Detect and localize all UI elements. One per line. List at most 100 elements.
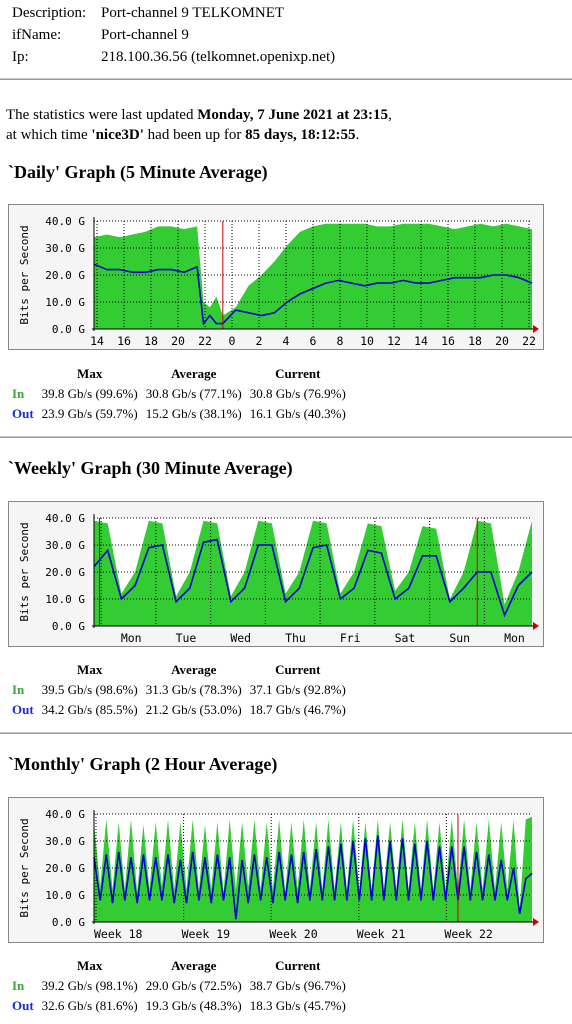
x-tick-label: 10 xyxy=(360,334,374,348)
description-row: Description: Port-channel 9 TELKOMNET xyxy=(12,2,335,24)
y-tick-label: 30.0 G xyxy=(45,242,85,255)
y-tick-label: 40.0 G xyxy=(45,808,85,821)
average-header: Average xyxy=(171,366,217,381)
weekly-stats-table: Max Average Current In 39.5 Gb/s (98.6%) 31.… xyxy=(8,660,350,720)
x-tick-label: 18 xyxy=(144,334,158,348)
in-row: In 39.5 Gb/s (98.6%) 31.3 Gb/s (78.3%) 37.1… xyxy=(8,680,350,700)
x-tick-label: Week 18 xyxy=(94,927,143,941)
y-tick-label: 10.0 G xyxy=(45,593,85,606)
x-tick-label: Wed xyxy=(230,631,251,645)
x-tick-label: Sat xyxy=(395,631,416,645)
current-out: 18.3 Gb/s (45.7%) xyxy=(249,998,346,1013)
ip-row: Ip: 218.100.36.56 (telkomnet.openixp.net) xyxy=(12,46,335,68)
x-tick-label: 20 xyxy=(495,334,509,348)
x-tick-label: 14 xyxy=(90,334,104,348)
x-tick-label: 16 xyxy=(441,334,455,348)
average-out: 19.3 Gb/s (48.3%) xyxy=(145,998,242,1013)
average-header: Average xyxy=(171,662,217,677)
x-tick-label: 2 xyxy=(256,334,263,348)
max-out: 34.2 Gb/s (85.5%) xyxy=(41,702,138,717)
x-tick-label: Mon xyxy=(121,631,142,645)
update-punct: , xyxy=(388,107,392,123)
x-tick-label: 16 xyxy=(117,334,131,348)
current-out: 18.7 Gb/s (46.7%) xyxy=(249,702,346,717)
out-label: Out xyxy=(12,998,34,1013)
y-axis-label: Bits per Second xyxy=(18,225,31,324)
out-label: Out xyxy=(12,702,34,717)
x-tick-label: Week 22 xyxy=(444,927,492,941)
x-tick-label: 4 xyxy=(283,334,290,348)
y-axis-label: Bits per Second xyxy=(18,522,31,621)
in-label: In xyxy=(12,682,25,697)
in-series-area xyxy=(94,520,532,626)
axis-arrow xyxy=(533,325,539,333)
uptime-value: 85 days, 18:12:55 xyxy=(245,127,356,143)
in-row: In 39.8 Gb/s (99.6%) 30.8 Gb/s (77.1%) 30.8… xyxy=(8,384,350,404)
x-tick-label: 0 xyxy=(229,334,236,348)
x-tick-label: 22 xyxy=(198,334,212,348)
out-row: Out 23.9 Gb/s (59.7%) 15.2 Gb/s (38.1%) 16.… xyxy=(8,404,350,424)
out-row: Out 34.2 Gb/s (85.5%) 21.2 Gb/s (53.0%) 18.… xyxy=(8,700,350,720)
y-axis-label: Bits per Second xyxy=(18,818,31,917)
average-out: 21.2 Gb/s (53.0%) xyxy=(145,702,242,717)
x-tick-label: Week 19 xyxy=(182,927,231,941)
divider xyxy=(0,732,572,734)
ifname-row: ifName: Port-channel 9 xyxy=(12,24,335,46)
out-series-line xyxy=(93,538,533,618)
ip-label: Ip: xyxy=(12,49,29,65)
x-tick-label: Fri xyxy=(340,631,361,645)
update-line-1: The statistics were last updated Monday,… xyxy=(6,105,392,125)
x-tick-label: 6 xyxy=(310,334,317,348)
out-row: Out 32.6 Gb/s (81.6%) 19.3 Gb/s (48.3%) 18.… xyxy=(8,996,350,1016)
y-tick-label: 40.0 G xyxy=(45,512,85,525)
x-tick-label: 20 xyxy=(171,334,185,348)
current-header: Current xyxy=(275,366,321,381)
description-label: Description: xyxy=(12,5,87,21)
x-tick-label: Week 21 xyxy=(357,927,406,941)
monthly-graph: 0.0 G 10.0 G 20.0 G 30.0 G 40.0 G Week 18 Week… xyxy=(8,797,544,943)
daily-graph: 0.0 G 10.0 G 20.0 G 30.0 G 40.0 G 14 16 18 20 22 0… xyxy=(8,204,544,350)
x-tick-label: 18 xyxy=(468,334,482,348)
y-tick-label: 30.0 G xyxy=(45,539,85,552)
weekly-graph-title: `Weekly' Graph (30 Minute Average) xyxy=(8,458,293,478)
axis-arrow xyxy=(533,622,539,630)
uptime-text-mid: had been up for xyxy=(143,127,246,143)
average-out: 15.2 Gb/s (38.1%) xyxy=(145,406,242,421)
in-row: In 39.2 Gb/s (98.1%) 29.0 Gb/s (72.5%) 38.7… xyxy=(8,976,350,996)
y-tick-label: 0.0 G xyxy=(52,323,85,336)
x-tick-label: Thu xyxy=(285,631,306,645)
max-in: 39.8 Gb/s (99.6%) xyxy=(41,386,138,401)
daily-graph-svg: 0.0 G10.0 G20.0 G30.0 G40.0 G14 16 18 20 22 0… xyxy=(18,215,539,348)
x-tick-label: 12 xyxy=(387,334,401,348)
y-tick-label: 10.0 G xyxy=(45,889,85,902)
update-line-2: at which time 'nice3D' had been up for 8… xyxy=(6,125,392,145)
out-series-line xyxy=(93,835,533,920)
max-header: Max xyxy=(77,662,103,677)
current-header: Current xyxy=(275,958,321,973)
x-tick-label: Mon xyxy=(504,631,525,645)
daily-stats-table: Max Average Current In 39.8 Gb/s (99.6%) 30.… xyxy=(8,364,350,424)
y-tick-label: 40.0 G xyxy=(45,215,85,228)
uptime-punct: . xyxy=(355,127,360,143)
y-tick-label: 30.0 G xyxy=(45,835,85,848)
device-name: 'nice3D' xyxy=(91,127,144,143)
update-text: The statistics were last updated xyxy=(6,107,198,123)
update-statement: The statistics were last updated Monday,… xyxy=(6,105,392,145)
y-tick-label: 20.0 G xyxy=(45,269,85,282)
divider xyxy=(0,78,572,80)
max-in: 39.2 Gb/s (98.1%) xyxy=(41,978,138,993)
x-tick-label: Week 20 xyxy=(269,927,318,941)
current-in: 30.8 Gb/s (76.9%) xyxy=(249,386,346,401)
axis-arrow xyxy=(533,918,539,926)
in-label: In xyxy=(12,978,25,993)
monthly-graph-svg: 0.0 G 10.0 G 20.0 G 30.0 G 40.0 G Week 18 Week… xyxy=(18,808,539,941)
average-in: 29.0 Gb/s (72.5%) xyxy=(145,978,242,993)
ifname-label: ifName: xyxy=(12,27,62,43)
y-tick-label: 0.0 G xyxy=(52,620,85,633)
y-tick-label: 0.0 G xyxy=(52,916,85,929)
x-tick-label: Tue xyxy=(176,631,197,645)
monthly-graph-title: `Monthly' Graph (2 Hour Average) xyxy=(8,754,278,774)
max-header: Max xyxy=(77,366,103,381)
y-tick-label: 20.0 G xyxy=(45,862,85,875)
monthly-stats-table: Max Average Current In 39.2 Gb/s (98.1%) 29.… xyxy=(8,956,350,1016)
